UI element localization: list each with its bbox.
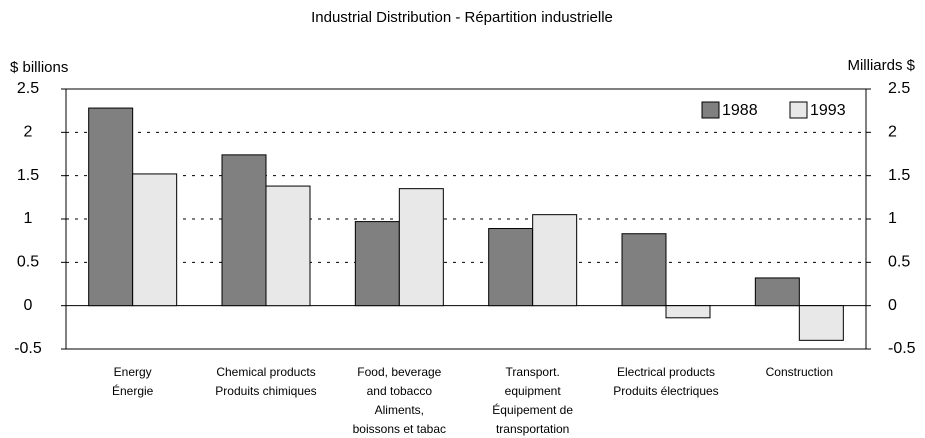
x-tick-label: Transport. [506, 365, 560, 379]
y2-tick-label: 2.5 [888, 80, 910, 97]
y2-tick-label: 1 [888, 210, 897, 227]
bar [398, 188, 444, 307]
legend-label: 1993 [810, 102, 846, 119]
bar [488, 228, 534, 307]
x-tick-label: Aliments, [375, 403, 424, 417]
x-tick-label: Chemical products [216, 365, 315, 379]
y2-tick-label: 0.5 [888, 254, 910, 271]
x-tick-label: Energy [114, 365, 152, 379]
y2-tick-label: -0.5 [888, 340, 916, 357]
x-tick-label: Construction [766, 365, 833, 379]
y-tick-label: -0.5 [14, 340, 42, 357]
bar [665, 305, 711, 319]
bar [221, 154, 267, 307]
x-tick-label: Énergie [112, 383, 154, 398]
x-tick-label: Équipement de [492, 402, 573, 417]
y-tick-label: 1.5 [17, 167, 39, 184]
y2-tick-label: 2 [888, 124, 897, 141]
x-tick-label: Food, beverage [357, 365, 441, 379]
x-tick-label: Produits chimiques [215, 384, 316, 398]
legend-swatch [701, 101, 720, 119]
bar [754, 277, 800, 307]
x-tick-label: equipment [505, 384, 562, 398]
bar [798, 305, 844, 341]
bar [354, 221, 400, 307]
legend-swatch [789, 101, 808, 119]
y-tick-label: 2 [24, 124, 33, 141]
bar [132, 173, 178, 307]
legend-label: 1988 [722, 102, 758, 119]
y-tick-label: 1 [24, 210, 33, 227]
x-tick-label: transportation [496, 422, 569, 436]
x-tick-label: boissons et tabac [353, 422, 446, 436]
y-axis-title: $ billions [10, 59, 68, 76]
y2-tick-label: 1.5 [888, 167, 910, 184]
x-tick-label: Produits électriques [613, 384, 718, 398]
plot-frame [65, 88, 867, 350]
y-tick-label: 0 [24, 297, 33, 314]
y-tick-label: 2.5 [17, 80, 39, 97]
bar [532, 214, 578, 307]
y2-tick-label: 0 [888, 297, 897, 314]
x-tick-label: and tobacco [367, 384, 433, 398]
bar [265, 185, 311, 307]
chart-title: Industrial Distribution - Répartition in… [311, 9, 613, 26]
bar [88, 107, 134, 307]
bar [621, 233, 667, 307]
y2-axis-title: Milliards $ [847, 57, 915, 74]
y-tick-label: 0.5 [17, 254, 39, 271]
x-tick-label: Electrical products [617, 365, 715, 379]
